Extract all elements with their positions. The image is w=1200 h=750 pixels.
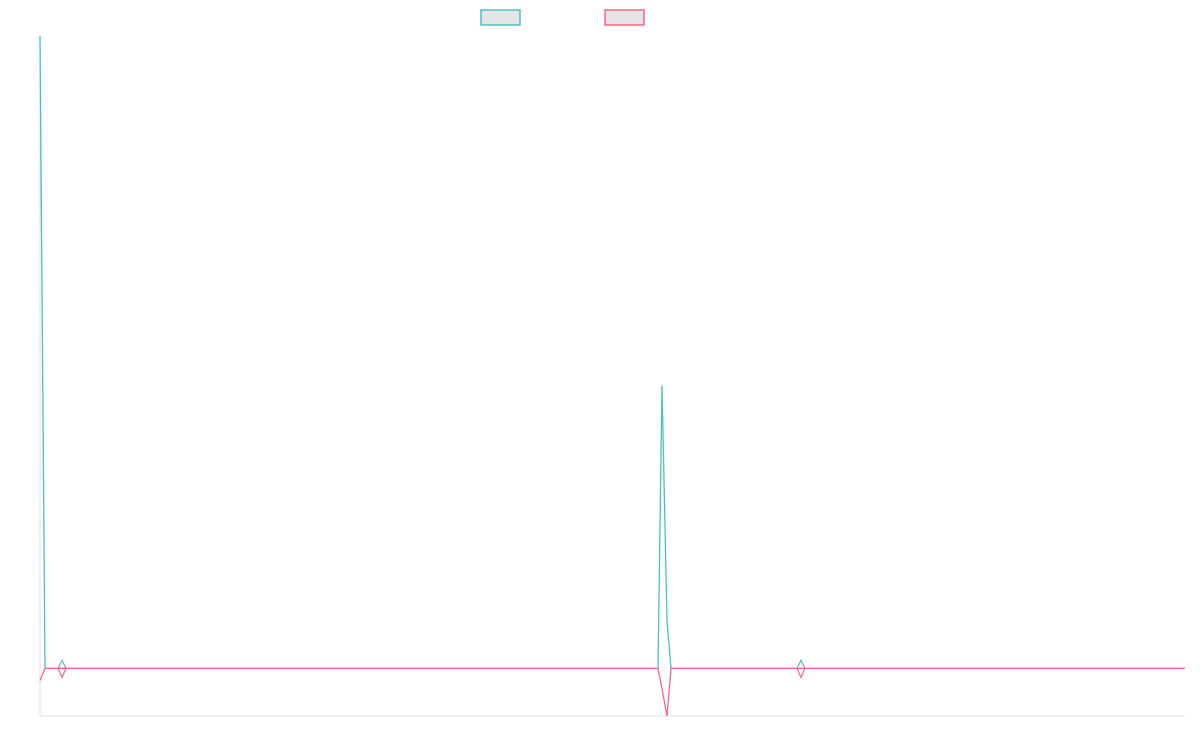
series-line-2 (39, 667, 1185, 717)
series-line-1 (39, 35, 1185, 670)
series-2-marker-2 (796, 668, 806, 679)
legend-item-2[interactable] (604, 9, 645, 26)
legend-item-1[interactable] (480, 9, 521, 26)
series-1-marker-2 (796, 659, 806, 669)
series-2-marker-1 (57, 668, 67, 679)
series-1-marker-1 (57, 659, 67, 669)
